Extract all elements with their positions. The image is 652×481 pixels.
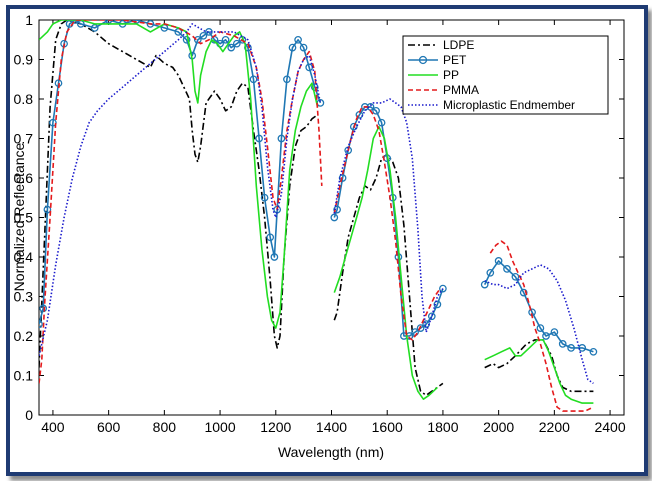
y-tick-label: 0.2	[14, 328, 34, 344]
data-point-pet	[550, 328, 559, 336]
data-point-pet	[255, 134, 263, 143]
y-tick-label: 0.9	[14, 52, 34, 68]
data-point-pet	[349, 122, 358, 131]
data-point-pet	[503, 265, 511, 273]
series-line-ldpe	[39, 20, 319, 368]
data-point-pet	[146, 20, 155, 28]
data-point-pet	[511, 272, 520, 281]
data-point-pet	[283, 75, 291, 84]
data-point-pet	[232, 39, 241, 48]
data-point-pet	[199, 31, 208, 40]
data-point-pet	[277, 134, 286, 143]
x-tick-label: 1000	[204, 419, 235, 435]
data-point-pet	[416, 324, 425, 332]
series-line-pet	[483, 260, 594, 353]
legend-marker-pet	[418, 55, 428, 65]
data-point-pet	[486, 268, 495, 277]
data-point-pet	[299, 43, 308, 52]
series-pmma	[39, 20, 594, 412]
data-point-pet	[249, 75, 258, 84]
data-point-pet	[227, 43, 236, 52]
y-tick-label: 1	[25, 12, 33, 28]
x-tick-label: 2000	[483, 419, 514, 435]
series-line-pmma	[489, 240, 594, 412]
data-point-pet	[71, 20, 80, 24]
x-tick-label: 1800	[427, 419, 458, 435]
data-point-pet	[333, 205, 341, 214]
x-axis-label: Wavelength (nm)	[278, 444, 384, 460]
series-microplastic-endmember	[39, 23, 594, 385]
data-point-pet	[205, 28, 213, 36]
x-tick-label: 2400	[594, 419, 625, 435]
legend-label-pp: PP	[443, 68, 459, 82]
series-line-microplastic-endmember	[333, 98, 444, 333]
y-tick-label: 0.1	[14, 368, 34, 384]
data-point-pet	[39, 304, 48, 313]
data-point-pet	[427, 312, 436, 321]
data-point-pet	[567, 344, 575, 352]
data-point-pet	[578, 344, 587, 352]
x-tick-label: 2200	[539, 419, 570, 435]
data-point-pet	[193, 35, 202, 44]
data-point-pet	[49, 118, 57, 127]
x-tick-label: 600	[97, 419, 121, 435]
x-tick-label: 400	[41, 419, 65, 435]
y-tick-label: 0.5	[14, 210, 34, 226]
x-tick-label: 1400	[316, 419, 347, 435]
data-point-pet	[39, 320, 43, 328]
series-line-microplastic-endmember	[484, 264, 594, 385]
series-line-pmma	[333, 106, 441, 341]
y-tick-label: 0	[25, 407, 33, 423]
data-point-pet	[519, 288, 528, 297]
data-point-pet	[294, 35, 302, 44]
y-tick-label: 0.6	[14, 170, 34, 186]
y-axis-label: Normalized Reflectance	[11, 142, 27, 291]
legend-label-microplastic-endmember: Microplastic Endmember	[443, 98, 575, 112]
data-point-pet	[439, 284, 447, 293]
data-point-pet	[558, 340, 567, 348]
y-tick-label: 0.8	[14, 91, 34, 107]
data-point-pet	[43, 205, 52, 214]
data-point-pet	[433, 300, 442, 309]
data-point-pet	[288, 43, 297, 52]
data-point-pet	[221, 35, 230, 44]
x-tick-label: 800	[153, 419, 177, 435]
data-point-pet	[270, 253, 279, 261]
y-tick-label: 0.3	[14, 289, 34, 305]
data-point-pet	[494, 257, 503, 265]
data-point-pet	[542, 332, 550, 340]
data-point-pet	[266, 233, 275, 242]
series-line-pp	[39, 20, 319, 329]
y-tick-label: 0.7	[14, 131, 34, 147]
series-line-pp	[484, 339, 594, 404]
axis-ticks: 400 600 800 1000 1200 1400 1600 1800 2000 2200 240…	[14, 12, 626, 435]
data-point-pet	[260, 193, 269, 202]
data-point-pet	[182, 35, 191, 44]
series-layer	[39, 20, 598, 412]
series-line-pmma	[39, 20, 323, 384]
series-pp	[39, 20, 594, 404]
data-point-pet	[330, 213, 339, 222]
legend-label-pmma: PMMA	[443, 83, 479, 97]
data-point-pet	[377, 118, 386, 127]
x-tick-label: 1200	[260, 419, 291, 435]
data-point-pet	[372, 106, 380, 115]
series-line-pp	[333, 125, 438, 400]
x-tick-label: 1600	[372, 419, 403, 435]
legend-label-ldpe: LDPE	[443, 38, 474, 52]
y-tick-label: 0.4	[14, 249, 34, 265]
data-point-pet	[589, 347, 598, 356]
series-line-microplastic-endmember	[39, 23, 322, 356]
legend-label-pet: PET	[443, 53, 467, 67]
data-point-pet	[536, 324, 545, 332]
